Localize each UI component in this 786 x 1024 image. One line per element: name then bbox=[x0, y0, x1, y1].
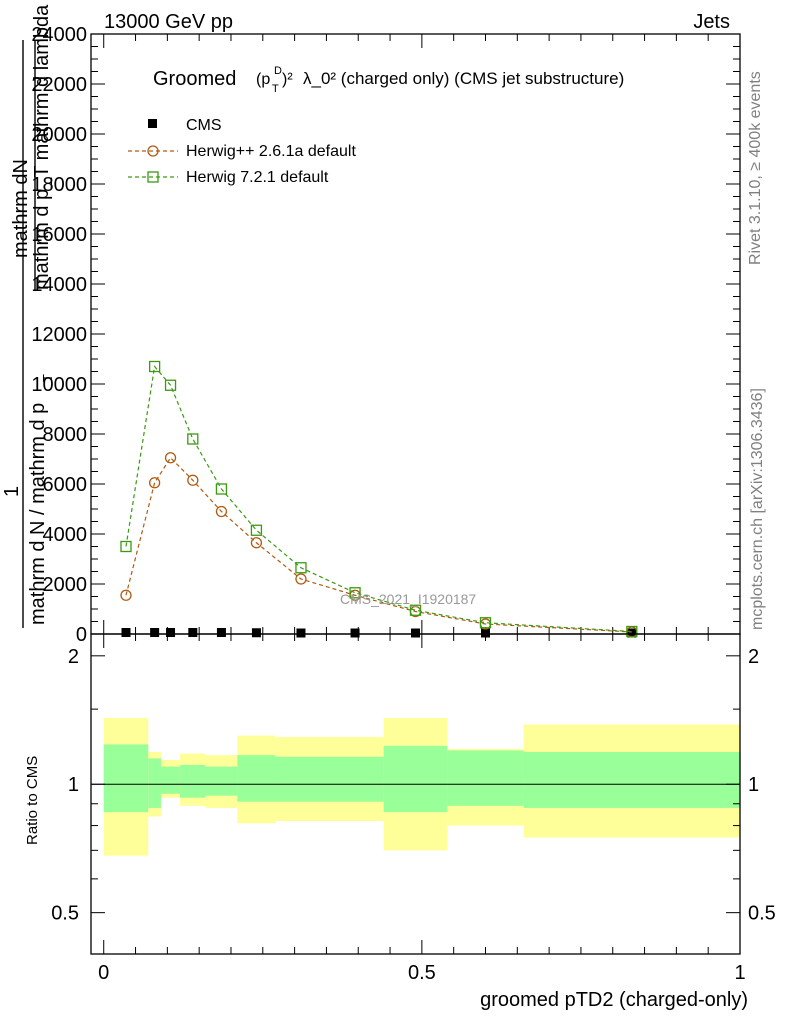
ratio-ytick-label-right-1: 1 bbox=[748, 774, 759, 796]
ratio-ytick-label-1: 1 bbox=[68, 774, 79, 796]
legend-marker-herwig-old bbox=[147, 145, 159, 157]
legend-label-herwig-old: Herwig++ 2.6.1a default bbox=[186, 143, 356, 160]
ylabel-sub-t: T bbox=[40, 374, 55, 382]
plot-title: Groomed (p D T )² λ_0² (charged only) (C… bbox=[153, 65, 624, 95]
title-rest: λ_0² (charged only) (CMS jet substructur… bbox=[303, 69, 624, 88]
mcplots-label: mcplots.cern.ch [arXiv:1306.3436] bbox=[749, 388, 766, 630]
herwig-new-point bbox=[626, 625, 638, 638]
ylabel-one: 1 bbox=[1, 486, 23, 497]
herwig-old-point bbox=[187, 474, 199, 486]
cms-data-point bbox=[251, 628, 261, 638]
title-sup-d: D bbox=[274, 65, 282, 77]
cms-data-point bbox=[166, 628, 176, 637]
main-ytick-label-10: 20000 bbox=[31, 124, 87, 146]
ratio-ytick-label-right-0: 0.5 bbox=[748, 903, 776, 925]
ratio-band-inner-0 bbox=[103, 744, 149, 813]
cms-data-point bbox=[350, 628, 360, 638]
rivet-label: Rivet 3.1.10, ≥ 400k events bbox=[747, 71, 764, 265]
herwig-new-point bbox=[164, 379, 177, 391]
cms-data-point bbox=[150, 628, 160, 637]
ratio-xtick-label-1: 0.5 bbox=[408, 962, 436, 984]
main-ytick-label-1: 2000 bbox=[43, 574, 88, 596]
herwig-new-point bbox=[479, 617, 492, 629]
herwig-old-point bbox=[250, 537, 263, 549]
ratio-ytick-label-right-2: 2 bbox=[748, 646, 759, 668]
header-right-label: Jets bbox=[693, 11, 730, 33]
herwig-new-point bbox=[120, 540, 132, 553]
title-prefix: Groomed bbox=[153, 68, 236, 90]
ratio-band-inner-4 bbox=[205, 766, 238, 796]
ratio-ylabel: Ratio to CMS bbox=[24, 756, 41, 845]
main-ytick-label-12: 24000 bbox=[31, 24, 87, 46]
analysis-watermark: CMS_2021_I1920187 bbox=[340, 591, 476, 607]
legend-label-herwig-new: Herwig 7.2.1 default bbox=[186, 169, 329, 186]
ratio-frame bbox=[90, 633, 741, 955]
legend: CMS Herwig++ 2.6.1a default Herwig 7.2.1… bbox=[128, 117, 356, 186]
title-sub-t: T bbox=[272, 83, 279, 95]
ylabel-frac-den: mathrm d N / mathrm d p bbox=[27, 403, 49, 625]
main-ytick-label-9: 18000 bbox=[31, 174, 87, 196]
herwig-new-point bbox=[409, 604, 422, 616]
main-ytick-label-6: 12000 bbox=[31, 324, 87, 346]
herwig-old-point bbox=[164, 452, 177, 464]
ratio-band-inner-7 bbox=[383, 745, 448, 813]
herwig-new-point bbox=[215, 483, 228, 495]
ratio-band-inner-9 bbox=[523, 752, 740, 808]
main-ytick-label-3: 6000 bbox=[43, 474, 88, 496]
main-ytick-label-11: 22000 bbox=[31, 74, 87, 96]
ratio-xtick-label-0: 0 bbox=[98, 962, 109, 984]
main-ytick-label-7: 14000 bbox=[31, 274, 87, 296]
herwig-new-point bbox=[148, 360, 161, 373]
series-line-1 bbox=[125, 456, 632, 633]
ratio-band-inner-6 bbox=[275, 756, 384, 802]
herwig-new-point bbox=[349, 587, 361, 599]
cms-data-point bbox=[216, 628, 226, 637]
main-ytick-label-5: 10000 bbox=[31, 374, 87, 396]
ratio-band-inner-5 bbox=[237, 755, 276, 802]
ratio-band-inner-8 bbox=[447, 750, 524, 806]
main-ytick-label-2: 4000 bbox=[43, 524, 88, 546]
cms-data-point bbox=[480, 628, 490, 638]
title-close: )² bbox=[282, 71, 293, 88]
herwig-old-point bbox=[215, 505, 228, 518]
ratio-ytick-label-0: 0.5 bbox=[51, 903, 79, 925]
ratio-panel: 0 0.5 1 0.5 0.5 1 1 2 2 bbox=[51, 633, 776, 984]
x-axis-label: groomed pTD2 (charged-only) bbox=[480, 989, 748, 1011]
main-ylabel: mathrm dN mathrm d p_T mathrm d lambda 1… bbox=[1, 4, 55, 628]
main-panel: 0 2000 4000 6000 8000 10000 12000 14000 16000 180… bbox=[31, 24, 741, 646]
ratio-band-inner-3 bbox=[180, 764, 206, 798]
cms-data-point bbox=[188, 628, 198, 637]
herwig-old-point bbox=[295, 573, 307, 585]
ratio-band-inner-1 bbox=[148, 758, 161, 808]
cms-data-point bbox=[411, 628, 420, 638]
ratio-band-inner-2 bbox=[160, 766, 181, 794]
series-line-2 bbox=[125, 365, 632, 633]
cms-data-point bbox=[627, 628, 637, 638]
main-ytick-label-4: 8000 bbox=[43, 424, 88, 446]
herwig-new-point bbox=[250, 524, 263, 536]
header-left-label: 13000 GeV pp bbox=[104, 11, 233, 33]
cms-data-point bbox=[296, 628, 306, 638]
ratio-xtick-label-2: 1 bbox=[734, 962, 745, 984]
cms-data-point bbox=[121, 628, 131, 637]
ylabel-num: mathrm dN bbox=[10, 159, 32, 258]
ylabel-den: mathrm d p_T mathrm d lambda bbox=[31, 4, 53, 290]
main-ytick-label-0: 0 bbox=[76, 624, 87, 646]
title-p: (p bbox=[256, 71, 270, 88]
herwig-new-point bbox=[295, 562, 307, 574]
herwig-old-point bbox=[148, 477, 161, 489]
herwig-old-point bbox=[120, 589, 132, 601]
legend-marker-herwig-new bbox=[147, 171, 159, 183]
ratio-ytick-label-2: 2 bbox=[68, 646, 79, 668]
legend-label-cms: CMS bbox=[186, 117, 222, 134]
main-ytick-label-8: 16000 bbox=[31, 224, 87, 246]
herwig-new-point bbox=[187, 433, 199, 445]
legend-marker-cms bbox=[148, 119, 157, 128]
